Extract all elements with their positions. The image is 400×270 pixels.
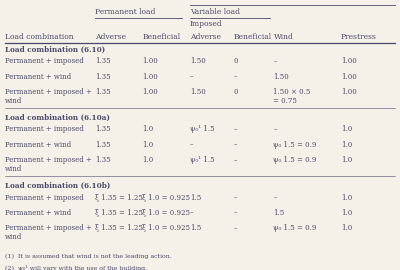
Text: ξ 1.35 = 1.25: ξ 1.35 = 1.25: [95, 224, 143, 232]
Text: Permanent + imposed +
wind: Permanent + imposed + wind: [5, 88, 92, 105]
Text: 1.0: 1.0: [142, 141, 154, 149]
Text: 0: 0: [234, 88, 238, 96]
Text: 1.0: 1.0: [142, 126, 154, 133]
Text: 1.00: 1.00: [341, 73, 357, 80]
Text: 1.00: 1.00: [142, 58, 158, 65]
Text: ξ 1.35 = 1.25: ξ 1.35 = 1.25: [95, 194, 143, 201]
Text: Adverse: Adverse: [190, 33, 221, 40]
Text: 1.00: 1.00: [341, 88, 357, 96]
Text: –: –: [234, 194, 237, 201]
Text: Load combination (6.10a): Load combination (6.10a): [5, 114, 110, 122]
Text: ψ₀ 1.5 = 0.9: ψ₀ 1.5 = 0.9: [274, 224, 317, 232]
Text: ψ₀¹ 1.5: ψ₀¹ 1.5: [190, 156, 215, 164]
Text: Permanent + imposed: Permanent + imposed: [5, 126, 84, 133]
Text: Beneficial: Beneficial: [234, 33, 272, 40]
Text: ξ 1.0 = 0.925: ξ 1.0 = 0.925: [142, 209, 190, 217]
Text: 1.35: 1.35: [95, 88, 110, 96]
Text: 1.50: 1.50: [274, 73, 289, 80]
Text: Wind: Wind: [274, 33, 293, 40]
Text: ξ 1.0 = 0.925: ξ 1.0 = 0.925: [142, 224, 190, 232]
Text: Load combination (6.10b): Load combination (6.10b): [5, 182, 111, 190]
Text: –: –: [190, 209, 194, 217]
Text: –: –: [234, 156, 237, 164]
Text: Load combination (6.10): Load combination (6.10): [5, 46, 106, 53]
Text: 1.00: 1.00: [142, 73, 158, 80]
Text: 1.35: 1.35: [95, 141, 110, 149]
Text: 1.5: 1.5: [274, 209, 285, 217]
Text: 1.35: 1.35: [95, 156, 110, 164]
Text: Permanent + wind: Permanent + wind: [5, 141, 72, 149]
Text: ψ₀ 1.5 = 0.9: ψ₀ 1.5 = 0.9: [274, 156, 317, 164]
Text: –: –: [190, 141, 194, 149]
Text: Permanent + imposed +
wind: Permanent + imposed + wind: [5, 156, 92, 173]
Text: –: –: [190, 73, 194, 80]
Text: 1.35: 1.35: [95, 73, 110, 80]
Text: 1.0: 1.0: [341, 209, 352, 217]
Text: 1.35: 1.35: [95, 126, 110, 133]
Text: 0: 0: [234, 58, 238, 65]
Text: 1.35: 1.35: [95, 58, 110, 65]
Text: Imposed: Imposed: [190, 20, 223, 28]
Text: ψ₀ 1.5 = 0.9: ψ₀ 1.5 = 0.9: [274, 141, 317, 149]
Text: Permanent + wind: Permanent + wind: [5, 73, 72, 80]
Text: 1.5: 1.5: [190, 194, 201, 201]
Text: –: –: [234, 224, 237, 232]
Text: 1.50: 1.50: [190, 58, 206, 65]
Text: Permanent + imposed: Permanent + imposed: [5, 58, 84, 65]
Text: –: –: [234, 126, 237, 133]
Text: Adverse: Adverse: [95, 33, 126, 40]
Text: Permanent + imposed +
wind: Permanent + imposed + wind: [5, 224, 92, 241]
Text: 1.00: 1.00: [142, 88, 158, 96]
Text: (1)  It is assumed that wind is not the leading action.: (1) It is assumed that wind is not the l…: [5, 254, 172, 259]
Text: –: –: [274, 58, 277, 65]
Text: 1.0: 1.0: [341, 224, 352, 232]
Text: –: –: [274, 194, 277, 201]
Text: 1.50 × 0.5
= 0.75: 1.50 × 0.5 = 0.75: [274, 88, 311, 105]
Text: –: –: [234, 73, 237, 80]
Text: 1.00: 1.00: [341, 58, 357, 65]
Text: Beneficial: Beneficial: [142, 33, 180, 40]
Text: 1.0: 1.0: [341, 141, 352, 149]
Text: 1.50: 1.50: [190, 88, 206, 96]
Text: Permanent + imposed: Permanent + imposed: [5, 194, 84, 201]
Text: 1.5: 1.5: [190, 224, 201, 232]
Text: ξ 1.35 = 1.25: ξ 1.35 = 1.25: [95, 209, 143, 217]
Text: 1.0: 1.0: [341, 126, 352, 133]
Text: –: –: [234, 141, 237, 149]
Text: ξ 1.0 = 0.925: ξ 1.0 = 0.925: [142, 194, 190, 201]
Text: Permanent + wind: Permanent + wind: [5, 209, 72, 217]
Text: ψ₀¹ 1.5: ψ₀¹ 1.5: [190, 126, 215, 133]
Text: (2)  ψ₀¹ will vary with the use of the building.: (2) ψ₀¹ will vary with the use of the bu…: [5, 265, 148, 270]
Text: –: –: [274, 126, 277, 133]
Text: 1.0: 1.0: [341, 156, 352, 164]
Text: 1.0: 1.0: [341, 194, 352, 201]
Text: Load combination: Load combination: [5, 33, 74, 40]
Text: Permanent load: Permanent load: [95, 8, 155, 16]
Text: –: –: [234, 209, 237, 217]
Text: Variable load: Variable load: [190, 8, 240, 16]
Text: Prestress: Prestress: [341, 33, 377, 40]
Text: 1.0: 1.0: [142, 156, 154, 164]
